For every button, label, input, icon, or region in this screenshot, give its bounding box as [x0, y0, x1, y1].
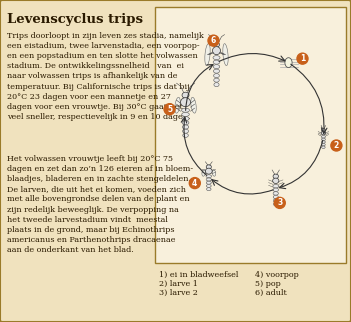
Ellipse shape	[206, 165, 211, 169]
Ellipse shape	[273, 178, 279, 184]
Text: 5) pop: 5) pop	[255, 280, 281, 288]
Ellipse shape	[202, 169, 205, 176]
Ellipse shape	[206, 188, 211, 191]
Ellipse shape	[212, 47, 220, 55]
Ellipse shape	[214, 74, 219, 78]
Ellipse shape	[322, 138, 325, 141]
Ellipse shape	[206, 185, 211, 187]
Ellipse shape	[183, 133, 188, 137]
Ellipse shape	[182, 92, 189, 98]
Ellipse shape	[273, 185, 279, 188]
Ellipse shape	[213, 60, 220, 64]
Circle shape	[274, 197, 285, 208]
Circle shape	[164, 104, 175, 115]
Ellipse shape	[182, 112, 189, 116]
Text: 3: 3	[277, 198, 283, 207]
Ellipse shape	[213, 42, 219, 47]
Ellipse shape	[223, 44, 228, 66]
Ellipse shape	[205, 44, 210, 66]
Ellipse shape	[191, 97, 196, 113]
Ellipse shape	[213, 65, 220, 69]
Text: 1: 1	[300, 54, 305, 63]
Text: 4: 4	[192, 179, 197, 188]
Text: 6) adult: 6) adult	[255, 289, 287, 297]
Ellipse shape	[206, 175, 212, 178]
Ellipse shape	[273, 188, 279, 192]
Ellipse shape	[205, 168, 212, 174]
Text: 1) ei in bladweefsel: 1) ei in bladweefsel	[159, 271, 238, 279]
Text: Trips doorloopt in zijn leven zes stadia, namelijk
een eistadium, twee larvensta: Trips doorloopt in zijn leven zes stadia…	[7, 32, 204, 121]
Text: Levenscyclus trips: Levenscyclus trips	[7, 13, 143, 26]
Text: 4) voorpop: 4) voorpop	[255, 271, 299, 279]
Ellipse shape	[273, 192, 278, 195]
Circle shape	[189, 178, 200, 189]
Ellipse shape	[322, 128, 325, 131]
Ellipse shape	[183, 129, 188, 133]
Text: 6: 6	[211, 36, 216, 45]
Ellipse shape	[182, 121, 189, 125]
Ellipse shape	[181, 108, 190, 112]
Ellipse shape	[322, 136, 325, 138]
Ellipse shape	[182, 117, 189, 121]
Text: 2) larve 1: 2) larve 1	[159, 280, 198, 288]
Text: 5: 5	[167, 105, 172, 114]
Ellipse shape	[182, 125, 189, 129]
Ellipse shape	[175, 97, 180, 113]
Ellipse shape	[213, 56, 220, 60]
Ellipse shape	[321, 131, 326, 135]
Circle shape	[208, 35, 219, 46]
Ellipse shape	[273, 203, 278, 206]
Circle shape	[331, 140, 342, 151]
Ellipse shape	[273, 195, 278, 199]
FancyBboxPatch shape	[155, 7, 346, 263]
Text: 3) larve 2: 3) larve 2	[159, 289, 198, 297]
Ellipse shape	[322, 141, 325, 143]
Ellipse shape	[273, 199, 278, 202]
Ellipse shape	[206, 178, 211, 181]
Text: 2: 2	[334, 141, 339, 150]
Ellipse shape	[322, 143, 325, 146]
Ellipse shape	[206, 181, 211, 184]
Text: Het volwassen vrouwtje leeft bij 20°C 75
dagen en zet dan zo’n 126 eieren af in : Het volwassen vrouwtje leeft bij 20°C 75…	[7, 155, 193, 254]
Ellipse shape	[285, 58, 292, 68]
Ellipse shape	[212, 169, 216, 176]
Circle shape	[297, 53, 308, 64]
Ellipse shape	[322, 146, 325, 148]
Ellipse shape	[273, 174, 278, 179]
Ellipse shape	[214, 78, 219, 82]
Ellipse shape	[180, 98, 191, 107]
Ellipse shape	[213, 69, 219, 73]
Ellipse shape	[214, 83, 219, 87]
